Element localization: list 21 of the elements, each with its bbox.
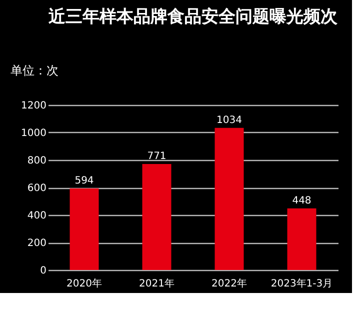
bar [70,188,99,270]
y-tick-label: 200 [27,238,46,249]
y-tick-label: 400 [27,210,46,222]
y-axis-title: 单位：次 [10,64,58,78]
y-tick-label: 1200 [21,100,46,112]
bar [214,128,244,270]
bar [142,164,172,270]
data-label: 771 [147,150,166,162]
x-tick-label: 2023年1-3月 [270,278,333,290]
data-label: 1034 [216,114,242,126]
y-tick-label: 0 [40,266,46,276]
chart-title: 近三年样本品牌食品安全问题曝光频次 [48,7,338,27]
data-label: 594 [74,175,94,186]
bar [287,208,316,270]
data-label: 448 [292,195,312,206]
y-tick-label: 1000 [21,128,46,139]
y-tick-label: 800 [27,156,46,166]
x-tick-label: 2020年 [66,278,102,290]
x-tick-label: 2022年 [212,278,247,290]
y-tick-label: 600 [27,183,46,194]
x-tick-label: 2021年 [139,278,174,290]
